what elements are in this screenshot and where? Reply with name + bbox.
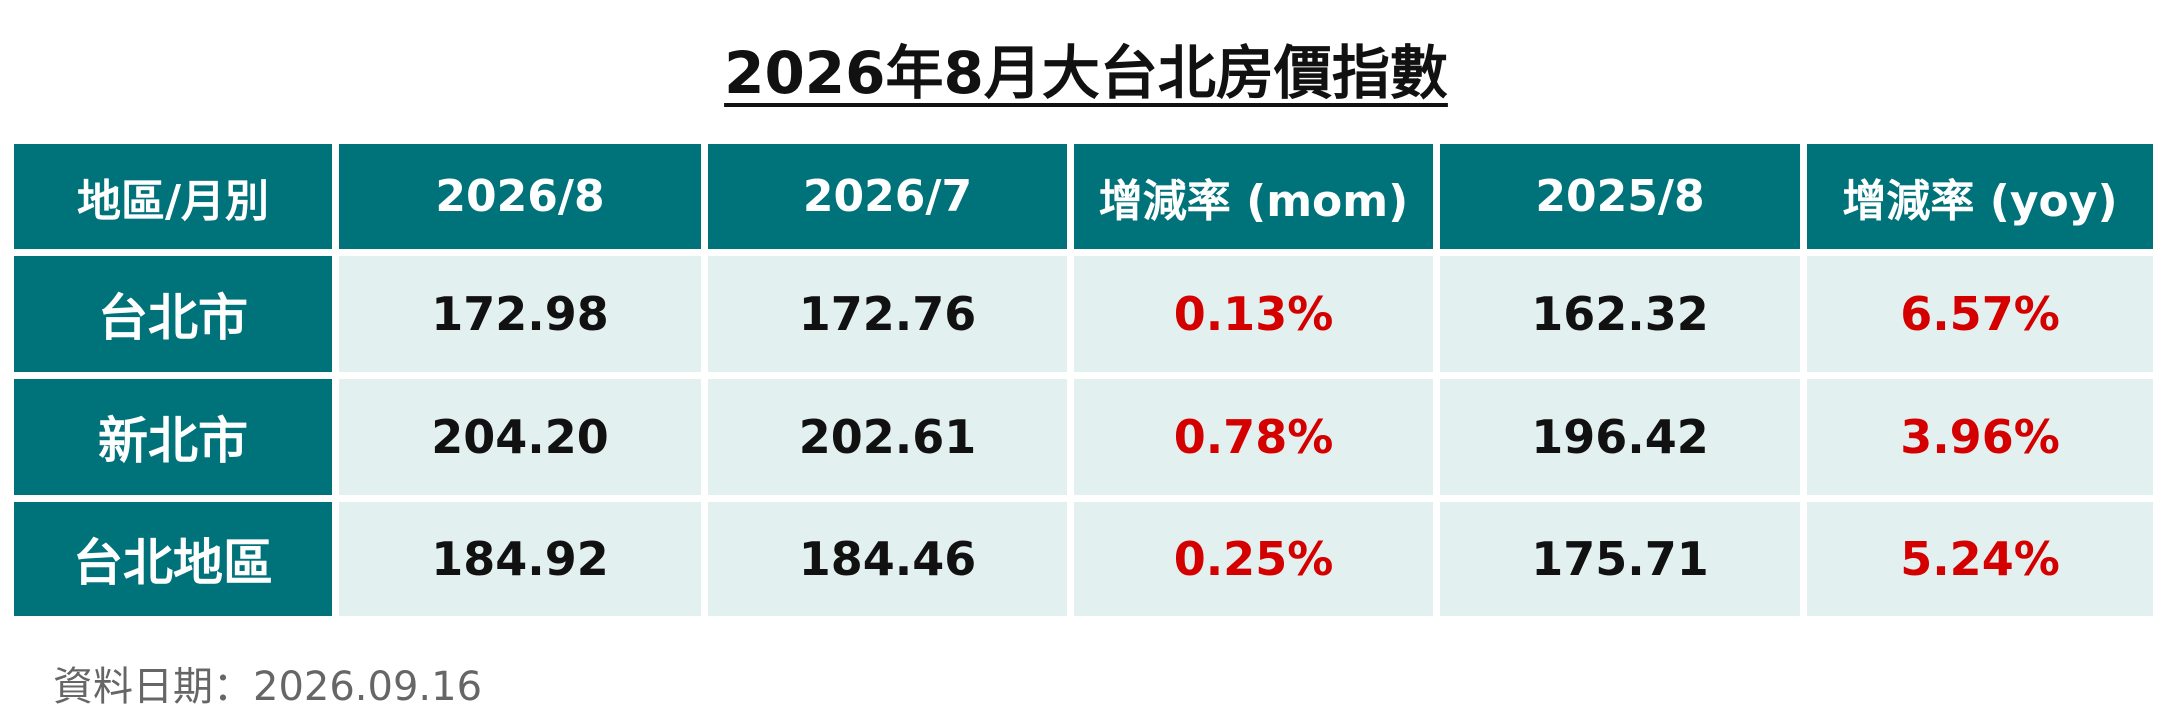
data-cell: 196.42 — [1440, 379, 1800, 495]
data-cell: 204.20 — [339, 379, 701, 495]
row-header: 台北市 — [14, 256, 332, 372]
header-cell: 2026/7 — [708, 144, 1067, 249]
row-header: 新北市 — [14, 379, 332, 495]
header-cell: 2025/8 — [1440, 144, 1800, 249]
data-cell: 172.98 — [339, 256, 701, 372]
data-cell: 184.46 — [708, 502, 1067, 616]
data-cell: 5.24% — [1807, 502, 2153, 616]
data-cell: 0.25% — [1074, 502, 1433, 616]
data-cell: 0.78% — [1074, 379, 1433, 495]
header-cell: 2026/8 — [339, 144, 701, 249]
data-cell: 172.76 — [708, 256, 1067, 372]
data-cell: 202.61 — [708, 379, 1067, 495]
footnote: 資料日期：2026.09.16 — [53, 664, 483, 710]
data-cell: 162.32 — [1440, 256, 1800, 372]
title: 2026年8月大台北房價指數 — [724, 39, 1448, 107]
data-cell: 175.71 — [1440, 502, 1800, 616]
header-cell: 增減率 (mom) — [1074, 144, 1433, 249]
data-cell: 3.96% — [1807, 379, 2153, 495]
data-cell: 0.13% — [1074, 256, 1433, 372]
header-cell: 地區/月別 — [14, 144, 332, 249]
header-cell: 增減率 (yoy) — [1807, 144, 2153, 249]
row-header: 台北地區 — [14, 502, 332, 616]
table: 地區/月別 2026/8 2026/7 增減率 (mom) 2025/8 增減率 (yoy… — [14, 144, 2153, 616]
data-cell: 184.92 — [339, 502, 701, 616]
data-cell: 6.57% — [1807, 256, 2153, 372]
